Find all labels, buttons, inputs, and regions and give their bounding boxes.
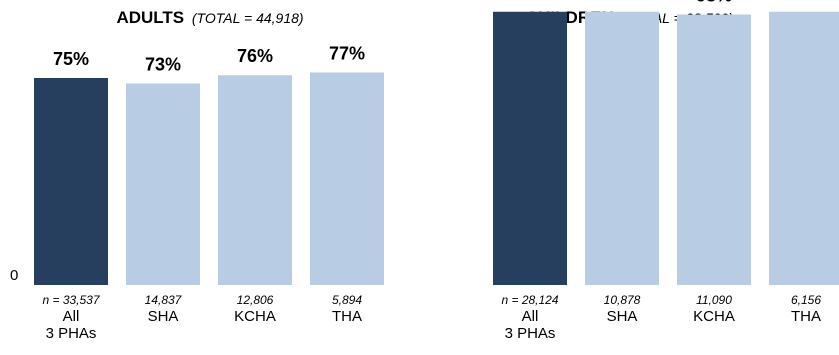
- adults-chart: ADULTS (TOTAL = 44,918) 0 75% n = 33,537 Al…: [0, 8, 420, 342]
- adults-bar-3: [310, 72, 384, 285]
- adults-chart-title: ADULTS (TOTAL = 44,918): [0, 8, 420, 28]
- children-value-label-3: 99%: [788, 0, 824, 3]
- adults-n-label-1: 14,837: [145, 293, 183, 307]
- children-chart: CHILDREN (TOTAL = 28,500) 99%n = 28,124A…: [420, 0, 839, 355]
- children-bar-3: [769, 11, 839, 285]
- adults-category-label-0-1: 3 PHAs: [46, 325, 97, 342]
- children-n-label-0: n = 28,124: [501, 293, 558, 307]
- adults-n-label-0: n = 33,537: [42, 293, 100, 307]
- adults-bar-2: [218, 75, 292, 286]
- children-category-label-2-0: KCHA: [693, 308, 735, 325]
- children-bar-1: [585, 11, 659, 285]
- children-n-label-3: 6,156: [791, 293, 821, 307]
- adults-value-label-1: 73%: [145, 55, 181, 75]
- adults-category-label-3-0: THA: [332, 308, 362, 325]
- adults-value-label-2: 76%: [237, 46, 273, 66]
- adults-value-label-3: 77%: [329, 43, 365, 63]
- adults-y-tick-zero: 0: [10, 267, 18, 284]
- adults-bar-1: [126, 83, 200, 286]
- children-category-label-0-0: All: [522, 308, 539, 325]
- adults-value-label-0: 75%: [53, 49, 89, 69]
- adults-title: ADULTS: [116, 8, 185, 27]
- children-value-label-2: 98%: [696, 0, 732, 6]
- children-n-label-2: 11,090: [696, 293, 732, 307]
- adults-category-label-1-0: SHA: [148, 308, 179, 325]
- children-bar-0: [493, 11, 567, 285]
- adults-bar-0: [34, 78, 108, 285]
- adults-category-label-0-0: All: [63, 308, 80, 325]
- children-category-label-3-0: THA: [791, 308, 821, 325]
- adults-category-label-2-0: KCHA: [234, 308, 276, 325]
- children-bar-2: [677, 14, 751, 286]
- children-category-label-1-0: SHA: [607, 308, 638, 325]
- children-value-label-0: 99%: [512, 0, 548, 3]
- children-category-label-0-1: 3 PHAs: [505, 325, 556, 342]
- adults-subtitle: (TOTAL = 44,918): [191, 10, 304, 26]
- children-value-label-1: 99%: [604, 0, 640, 3]
- adults-n-label-3: 5,894: [332, 293, 362, 307]
- adults-n-label-2: 12,806: [237, 293, 274, 307]
- children-n-label-1: 10,878: [604, 293, 641, 307]
